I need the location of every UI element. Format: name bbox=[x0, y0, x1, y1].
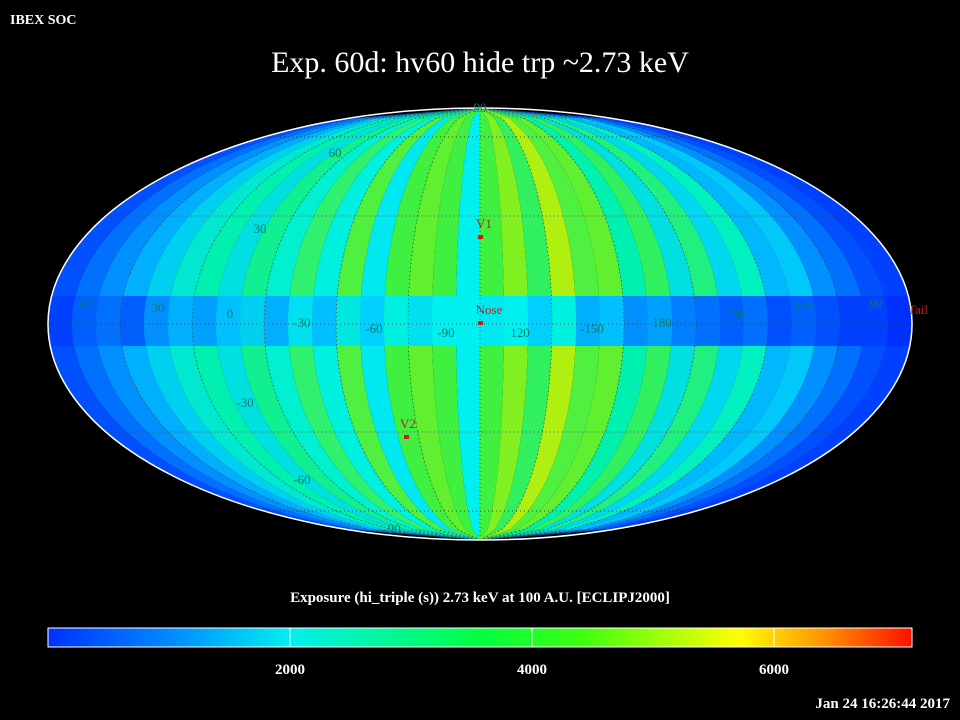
colorbar-tick-label: 2000 bbox=[275, 662, 305, 678]
latitude-labels: 90 60 30 -30 -60 -90 bbox=[236, 100, 486, 536]
lon-label: 120 bbox=[795, 300, 815, 315]
longitude-labels: 60 30 0 -30 -60 -90 120 -150 180 150 120… bbox=[80, 296, 883, 340]
colorbar-tick-label: 6000 bbox=[759, 662, 789, 678]
map-title: Exp. 60d: hv60 hide trp ~2.73 keV bbox=[271, 46, 689, 79]
colorbar-tick-label: 4000 bbox=[517, 662, 547, 678]
marker-dot bbox=[478, 321, 483, 325]
meridian bbox=[191, 108, 481, 540]
source-label: IBEX SOC bbox=[10, 13, 77, 28]
marker-dot bbox=[478, 235, 483, 239]
meridian bbox=[479, 108, 697, 540]
lat-label: 60 bbox=[329, 145, 342, 160]
meridian bbox=[479, 108, 769, 540]
map-cell bbox=[384, 108, 480, 540]
meridian bbox=[263, 108, 481, 540]
lon-label: 0 bbox=[227, 306, 234, 321]
lon-label: -150 bbox=[580, 321, 604, 336]
lat-label: -30 bbox=[236, 395, 253, 410]
lat-label: 90 bbox=[474, 100, 487, 115]
marker-label: Nose bbox=[476, 302, 503, 317]
lon-label: 150 bbox=[724, 306, 744, 321]
timestamp: Jan 24 16:26:44 2017 bbox=[815, 696, 950, 712]
lon-label: 30 bbox=[152, 300, 165, 315]
lon-label: 90 bbox=[870, 296, 883, 311]
colorbar-label: Exposure (hi_triple (s)) 2.73 keV at 100… bbox=[290, 590, 670, 606]
map-cell bbox=[336, 108, 480, 540]
marker-label: V1 bbox=[476, 216, 492, 231]
colorbar-ticks: 2000 4000 6000 bbox=[275, 628, 789, 678]
marker-label: Tail bbox=[908, 302, 928, 317]
lat-label: -90 bbox=[383, 521, 400, 536]
lon-label: -30 bbox=[293, 315, 310, 330]
marker-label: V2 bbox=[400, 416, 416, 431]
lon-label: 180 bbox=[652, 315, 672, 330]
map-border bbox=[47, 107, 913, 541]
lon-label: -90 bbox=[437, 325, 454, 340]
lon-label: -60 bbox=[365, 321, 382, 336]
lon-label: 120 bbox=[510, 325, 530, 340]
marker-dot bbox=[404, 435, 409, 439]
map-cell bbox=[480, 108, 624, 540]
lon-label: 60 bbox=[80, 296, 93, 311]
markers: V1 Nose V2 Tail bbox=[400, 216, 928, 439]
map-cell bbox=[480, 108, 576, 540]
colorbar bbox=[47, 627, 913, 648]
lat-label: 30 bbox=[254, 221, 267, 236]
lat-label: -60 bbox=[293, 472, 310, 487]
